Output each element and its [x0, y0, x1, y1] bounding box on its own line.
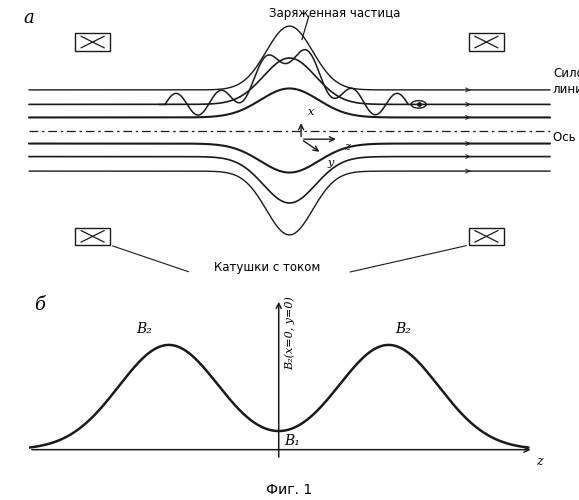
Text: Фиг. 1: Фиг. 1: [266, 484, 313, 498]
Text: x: x: [308, 108, 314, 118]
Text: y: y: [328, 158, 334, 168]
Text: а: а: [23, 8, 34, 26]
Text: б: б: [34, 296, 45, 314]
Bar: [469, 228, 504, 245]
Text: Заряженная частица: Заряженная частица: [269, 7, 401, 20]
Text: Ось пробкотрона: Ось пробкотрона: [553, 131, 579, 144]
Text: B₂(x=0, y=0): B₂(x=0, y=0): [285, 296, 295, 370]
Bar: [75, 34, 110, 51]
Text: z: z: [345, 142, 350, 152]
Text: B₂: B₂: [136, 322, 152, 336]
Text: B₁: B₁: [285, 434, 301, 448]
Bar: [469, 34, 504, 51]
Text: B₂: B₂: [395, 322, 412, 336]
Bar: [75, 228, 110, 245]
Text: Катушки с током: Катушки с током: [214, 261, 321, 274]
Text: z: z: [536, 455, 543, 468]
Text: Силовые
линии: Силовые линии: [553, 66, 579, 96]
